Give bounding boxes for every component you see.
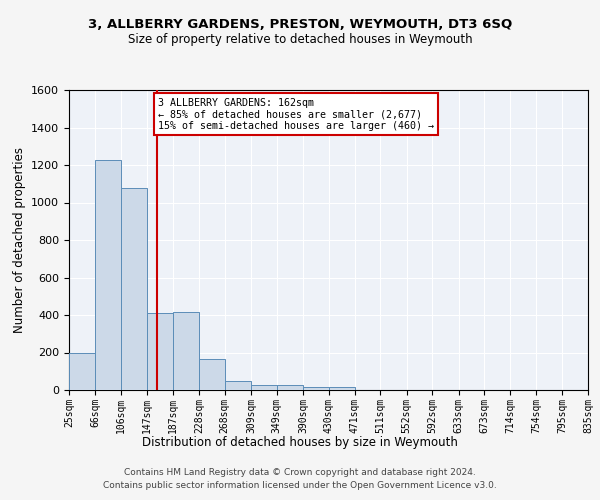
Bar — [329, 387, 355, 390]
Bar — [277, 386, 303, 390]
Text: Size of property relative to detached houses in Weymouth: Size of property relative to detached ho… — [128, 32, 472, 46]
Bar — [69, 352, 95, 390]
Text: 3, ALLBERRY GARDENS, PRESTON, WEYMOUTH, DT3 6SQ: 3, ALLBERRY GARDENS, PRESTON, WEYMOUTH, … — [88, 18, 512, 30]
Bar — [251, 386, 277, 390]
Bar — [95, 160, 121, 390]
Bar — [121, 188, 147, 390]
Bar — [224, 380, 251, 390]
Bar — [303, 387, 329, 390]
Text: Distribution of detached houses by size in Weymouth: Distribution of detached houses by size … — [142, 436, 458, 449]
Y-axis label: Number of detached properties: Number of detached properties — [13, 147, 26, 333]
Text: Contains public sector information licensed under the Open Government Licence v3: Contains public sector information licen… — [103, 482, 497, 490]
Text: Contains HM Land Registry data © Crown copyright and database right 2024.: Contains HM Land Registry data © Crown c… — [124, 468, 476, 477]
Bar — [147, 313, 173, 390]
Text: 3 ALLBERRY GARDENS: 162sqm
← 85% of detached houses are smaller (2,677)
15% of s: 3 ALLBERRY GARDENS: 162sqm ← 85% of deta… — [158, 98, 434, 130]
Bar — [199, 359, 224, 390]
Bar — [173, 312, 199, 390]
